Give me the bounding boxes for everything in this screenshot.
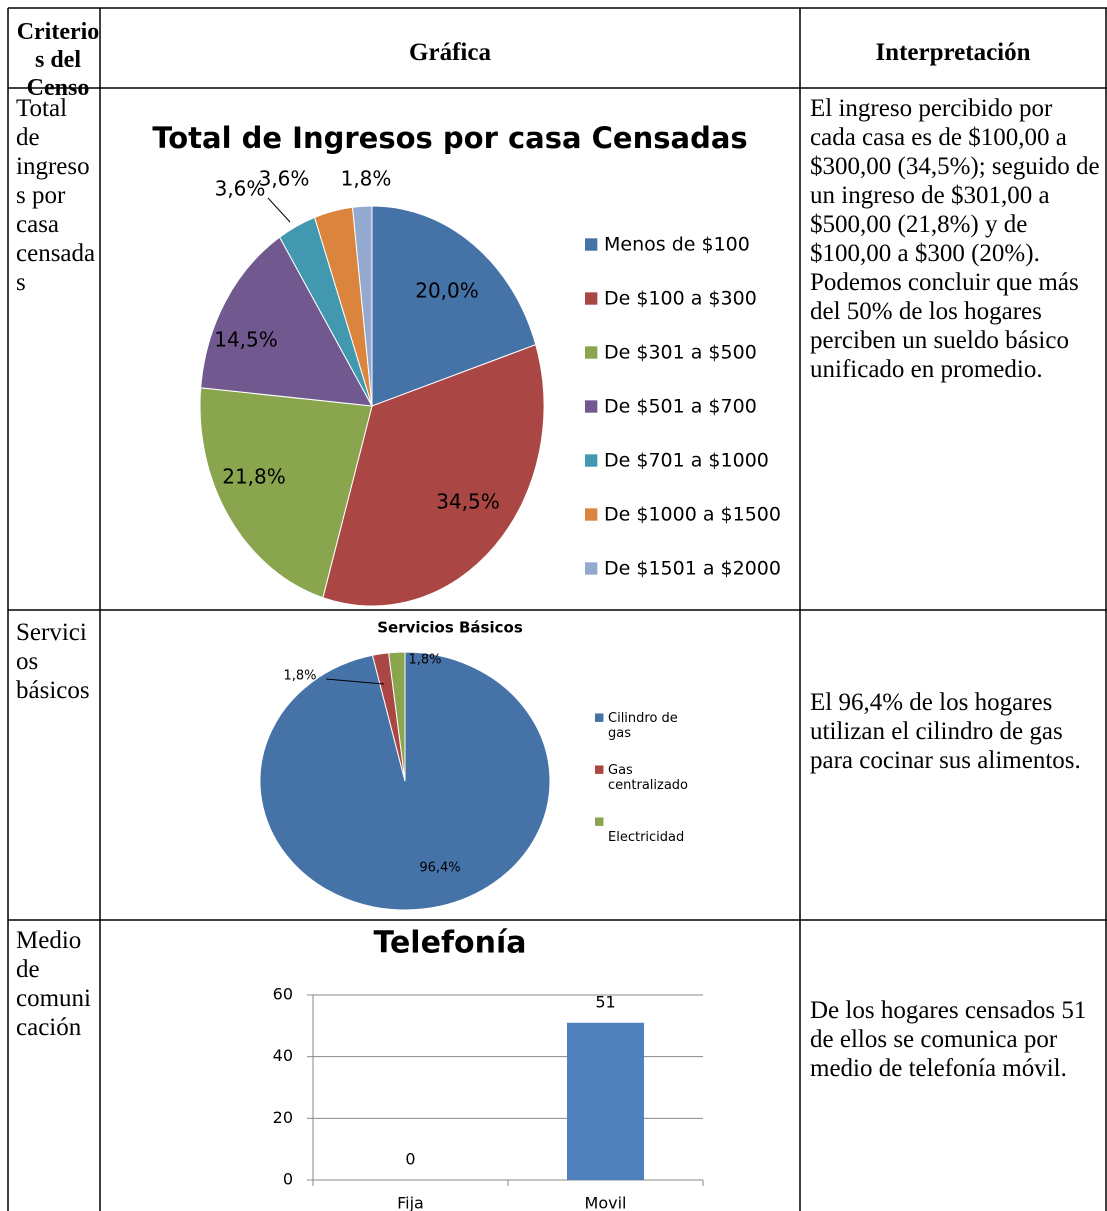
legend-label: De $301 a $500 bbox=[604, 342, 757, 364]
pie-slice bbox=[199, 387, 373, 599]
legend-label: De $701 a $1000 bbox=[604, 450, 769, 472]
legend-swatch bbox=[585, 292, 598, 305]
data-label: 3,6% bbox=[215, 177, 266, 201]
data-label: 20,0% bbox=[415, 279, 479, 303]
y-tick-label: 20 bbox=[273, 1108, 293, 1127]
data-label: 21,8% bbox=[222, 465, 286, 489]
y-tick-label: 0 bbox=[283, 1170, 293, 1189]
leader-line bbox=[325, 678, 385, 685]
criterion: Total de ingresos por casa censadas bbox=[16, 95, 96, 296]
legend-swatch bbox=[595, 817, 604, 826]
leader-line bbox=[267, 197, 291, 223]
table-borders bbox=[7, 7, 1107, 1211]
x-tick-label: Fija bbox=[397, 1194, 424, 1211]
data-label: 0 bbox=[405, 1150, 415, 1169]
bar bbox=[567, 1022, 644, 1180]
pie-slice bbox=[200, 236, 373, 407]
header-cell: Gráfica bbox=[409, 39, 491, 66]
data-label: 1,8% bbox=[283, 669, 316, 684]
chart-title: Total de Ingresos por casa Censadas bbox=[152, 121, 747, 155]
interpretation: El ingreso percibido por cada casa es de… bbox=[810, 95, 1100, 383]
legend-swatch bbox=[595, 713, 604, 722]
legend-label: Cilindro de gas bbox=[608, 711, 678, 741]
data-label: 1,8% bbox=[341, 167, 392, 191]
legend-label: De $1501 a $2000 bbox=[604, 558, 781, 580]
pie-slice bbox=[322, 344, 545, 607]
legend-label: De $501 a $700 bbox=[604, 396, 757, 418]
pie-slice bbox=[388, 651, 406, 782]
chart-title: Servicios Básicos bbox=[377, 619, 523, 637]
legend-swatch bbox=[585, 562, 598, 575]
data-label: 14,5% bbox=[214, 328, 278, 352]
data-label: 34,5% bbox=[436, 490, 500, 514]
legend-swatch bbox=[585, 400, 598, 413]
criterion: Medio de comunicación bbox=[16, 927, 91, 1041]
legend-label: Gas centralizado bbox=[608, 763, 688, 793]
data-label: 3,6% bbox=[259, 167, 310, 191]
pie-slice bbox=[352, 205, 373, 407]
legend-swatch bbox=[595, 765, 604, 774]
legend-swatch bbox=[585, 508, 598, 521]
pie-slice bbox=[371, 205, 537, 407]
legend-label: Menos de $100 bbox=[604, 234, 750, 256]
data-label: 96,4% bbox=[419, 861, 460, 876]
criterion: Servicios básicos bbox=[16, 619, 90, 704]
legend-swatch bbox=[585, 346, 598, 359]
interpretation: El 96,4% de los hogares utilizan el cili… bbox=[810, 689, 1081, 774]
y-tick-label: 60 bbox=[273, 985, 293, 1004]
legend-swatch bbox=[585, 454, 598, 467]
legend-swatch bbox=[585, 238, 598, 251]
legend-label: De $100 a $300 bbox=[604, 288, 757, 310]
data-label: 1,8% bbox=[408, 653, 441, 668]
x-tick-label: Movil bbox=[585, 1194, 627, 1211]
interpretation: De los hogares censados 51 de ellos se c… bbox=[810, 997, 1087, 1082]
data-label: 51 bbox=[595, 992, 615, 1011]
legend-label: De $1000 a $1500 bbox=[604, 504, 781, 526]
legend-label: Electricidad bbox=[608, 829, 684, 844]
chart-title: Telefonía bbox=[373, 926, 526, 961]
y-tick-label: 40 bbox=[273, 1046, 293, 1065]
header-cell: Criterios del Censo bbox=[16, 19, 100, 101]
header-cell: Interpretación bbox=[875, 39, 1031, 66]
